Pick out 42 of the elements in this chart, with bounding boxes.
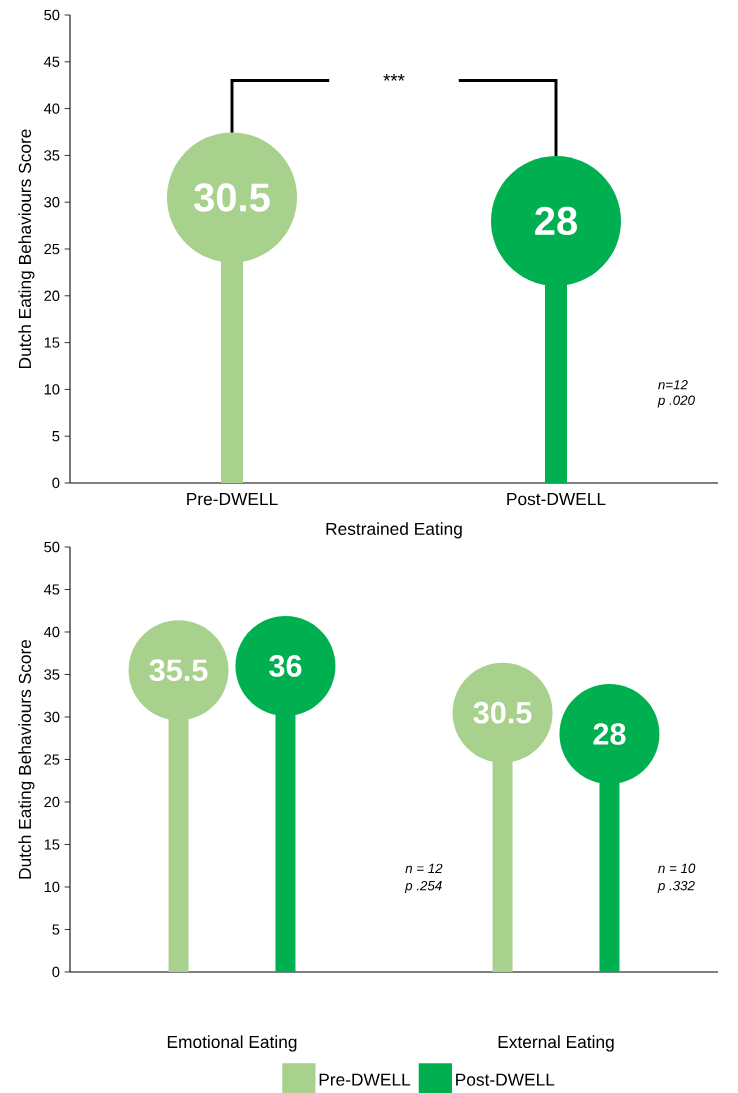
y-tick-label: 15	[44, 337, 60, 348]
annotation: p .332	[657, 880, 695, 894]
y-tick-label: 5	[52, 431, 60, 442]
y-tick-label: 20	[44, 796, 60, 808]
y-tick-label: 10	[44, 881, 60, 893]
annotation: n = 12	[405, 863, 443, 873]
x-tick-label: External Eating	[498, 1035, 614, 1052]
data-label: 28	[535, 206, 577, 236]
data-label: 30.5	[473, 701, 532, 724]
y-tick-label: 50	[44, 9, 60, 21]
legend-label: Post-DWELL	[456, 1073, 555, 1086]
y-tick-label: 5	[52, 924, 60, 935]
y-tick-label: 25	[44, 754, 60, 765]
y-tick-label: 25	[44, 243, 60, 255]
y-tick-label: 35	[44, 150, 60, 161]
x-axis-title: Restrained Eating	[326, 522, 462, 539]
data-label: 35.5	[149, 659, 208, 682]
y-tick-label: 35	[44, 669, 60, 680]
legend-label: Pre-DWELL	[319, 1073, 411, 1086]
y-tick-label: 40	[43, 626, 60, 638]
y-axis-title: Dutch Eating Behaviours Score	[18, 639, 35, 879]
y-tick-label: 50	[44, 541, 60, 553]
annotation: p .254	[404, 880, 442, 894]
y-tick-label: 40	[43, 103, 60, 114]
data-label: 30.5	[193, 183, 270, 212]
y-tick-label: 20	[44, 290, 60, 301]
y-tick-label: 10	[44, 384, 60, 395]
y-tick-label: 30	[44, 711, 60, 723]
annotation: n = 10	[658, 863, 696, 874]
y-tick-label: 30	[44, 197, 60, 208]
y-tick-label: 45	[43, 56, 60, 67]
data-label: 28	[593, 723, 626, 745]
y-axis-title: Dutch Eating Behaviours Score	[18, 129, 35, 369]
x-tick-label: Emotional Eating	[167, 1035, 297, 1052]
y-tick-label: 15	[44, 839, 60, 850]
y-tick-label: 0	[52, 966, 60, 978]
annotation: ***	[383, 74, 405, 81]
annotation: p .020	[657, 395, 695, 408]
y-tick-label: 0	[52, 477, 60, 489]
data-label: 36	[269, 655, 302, 677]
y-tick-label: 45	[43, 584, 60, 595]
annotation: n=12	[658, 380, 688, 390]
